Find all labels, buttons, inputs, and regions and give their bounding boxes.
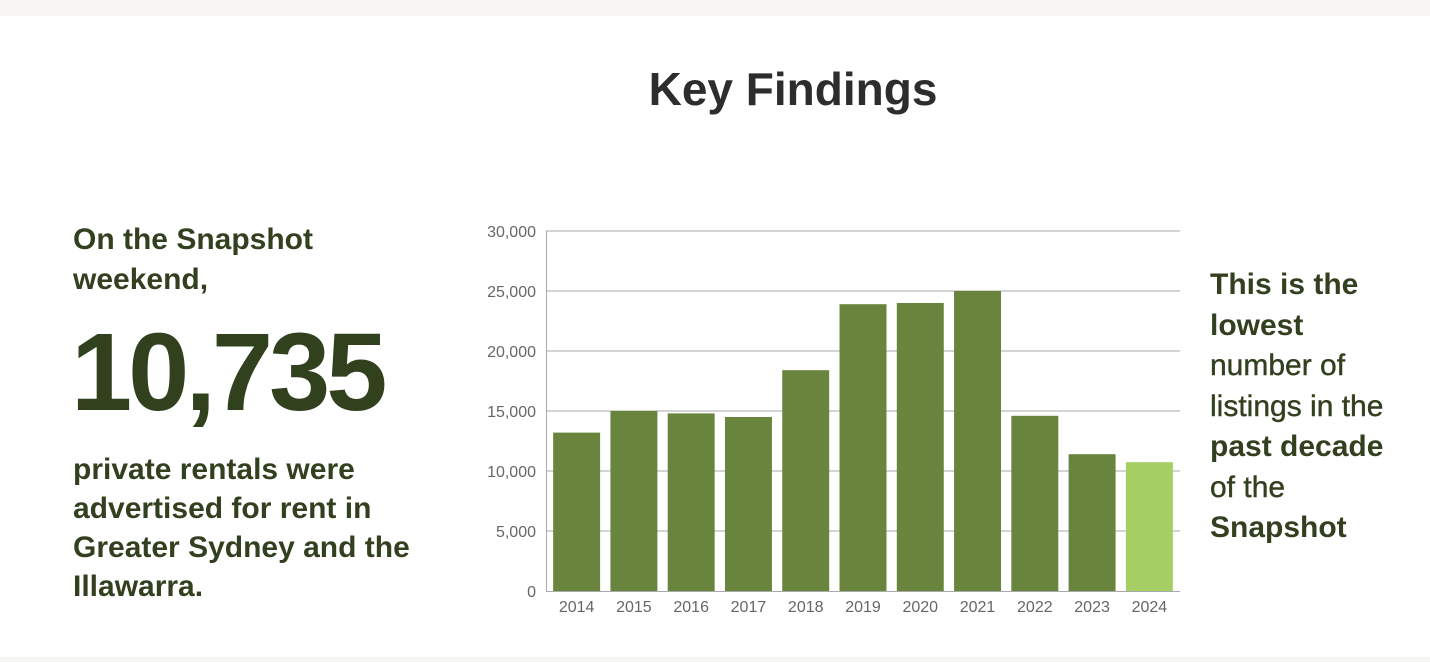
bar-2023 [1068,454,1116,591]
chart-svg: 0 5,000 10,000 15,000 20,000 25,000 30,000 2014… [487,224,1180,616]
bar-2014 [553,432,601,591]
stat-number: 10,735 [71,311,387,434]
bar-2016 [667,413,715,591]
note-line-1: This is the [1210,268,1359,301]
bar-2020 [896,303,944,591]
x-tick-label: 2021 [960,599,996,616]
x-tick-label: 2020 [902,599,938,616]
y-tick-label: 15,000 [487,404,536,421]
bar-2024 [1125,462,1173,591]
bar-2019 [839,304,887,591]
y-tick-label: 30,000 [487,224,536,241]
y-tick-label: 20,000 [487,344,536,361]
bar-2022 [1011,415,1059,591]
x-tick-label: 2017 [731,599,767,616]
top-strip [0,0,1430,16]
x-tick-label: 2019 [845,599,881,616]
stat-description: private rentals were advertised for rent… [73,453,410,603]
y-tick-label: 10,000 [487,464,536,481]
bar-2017 [724,417,772,591]
bar-2018 [782,370,830,591]
finding-note: This is the lowest number of listings in… [1210,265,1425,549]
bar-2015 [610,411,658,591]
listings-bar-chart: 0 5,000 10,000 15,000 20,000 25,000 30,000 2014… [460,215,1200,625]
note-line-4: listings in the [1210,389,1384,423]
bottom-strip [0,657,1430,662]
x-tick-label: 2023 [1074,599,1110,616]
x-tick-label: 2024 [1132,599,1168,616]
note-line-7: Snapshot [1210,511,1347,544]
stat-lead-text: On the Snapshot weekend, [73,223,313,296]
x-tick-label: 2014 [559,599,595,616]
page-title: Key Findings [648,63,938,115]
x-tick-label: 2018 [788,599,824,616]
note-line-6: of the [1210,470,1286,504]
note-line-3: number of [1210,349,1346,382]
x-tick-label: 2015 [616,599,652,616]
note-line-2: lowest [1210,308,1304,342]
note-line-5: past decade [1210,430,1384,463]
x-tick-label: 2016 [673,599,709,616]
y-tick-label: 5,000 [496,524,536,541]
y-tick-label: 0 [527,584,536,601]
x-tick-label: 2022 [1017,599,1053,616]
bar-2021 [954,291,1002,591]
y-tick-label: 25,000 [487,284,536,301]
key-stat-panel: On the Snapshot weekend, 10,735 private … [71,220,453,606]
